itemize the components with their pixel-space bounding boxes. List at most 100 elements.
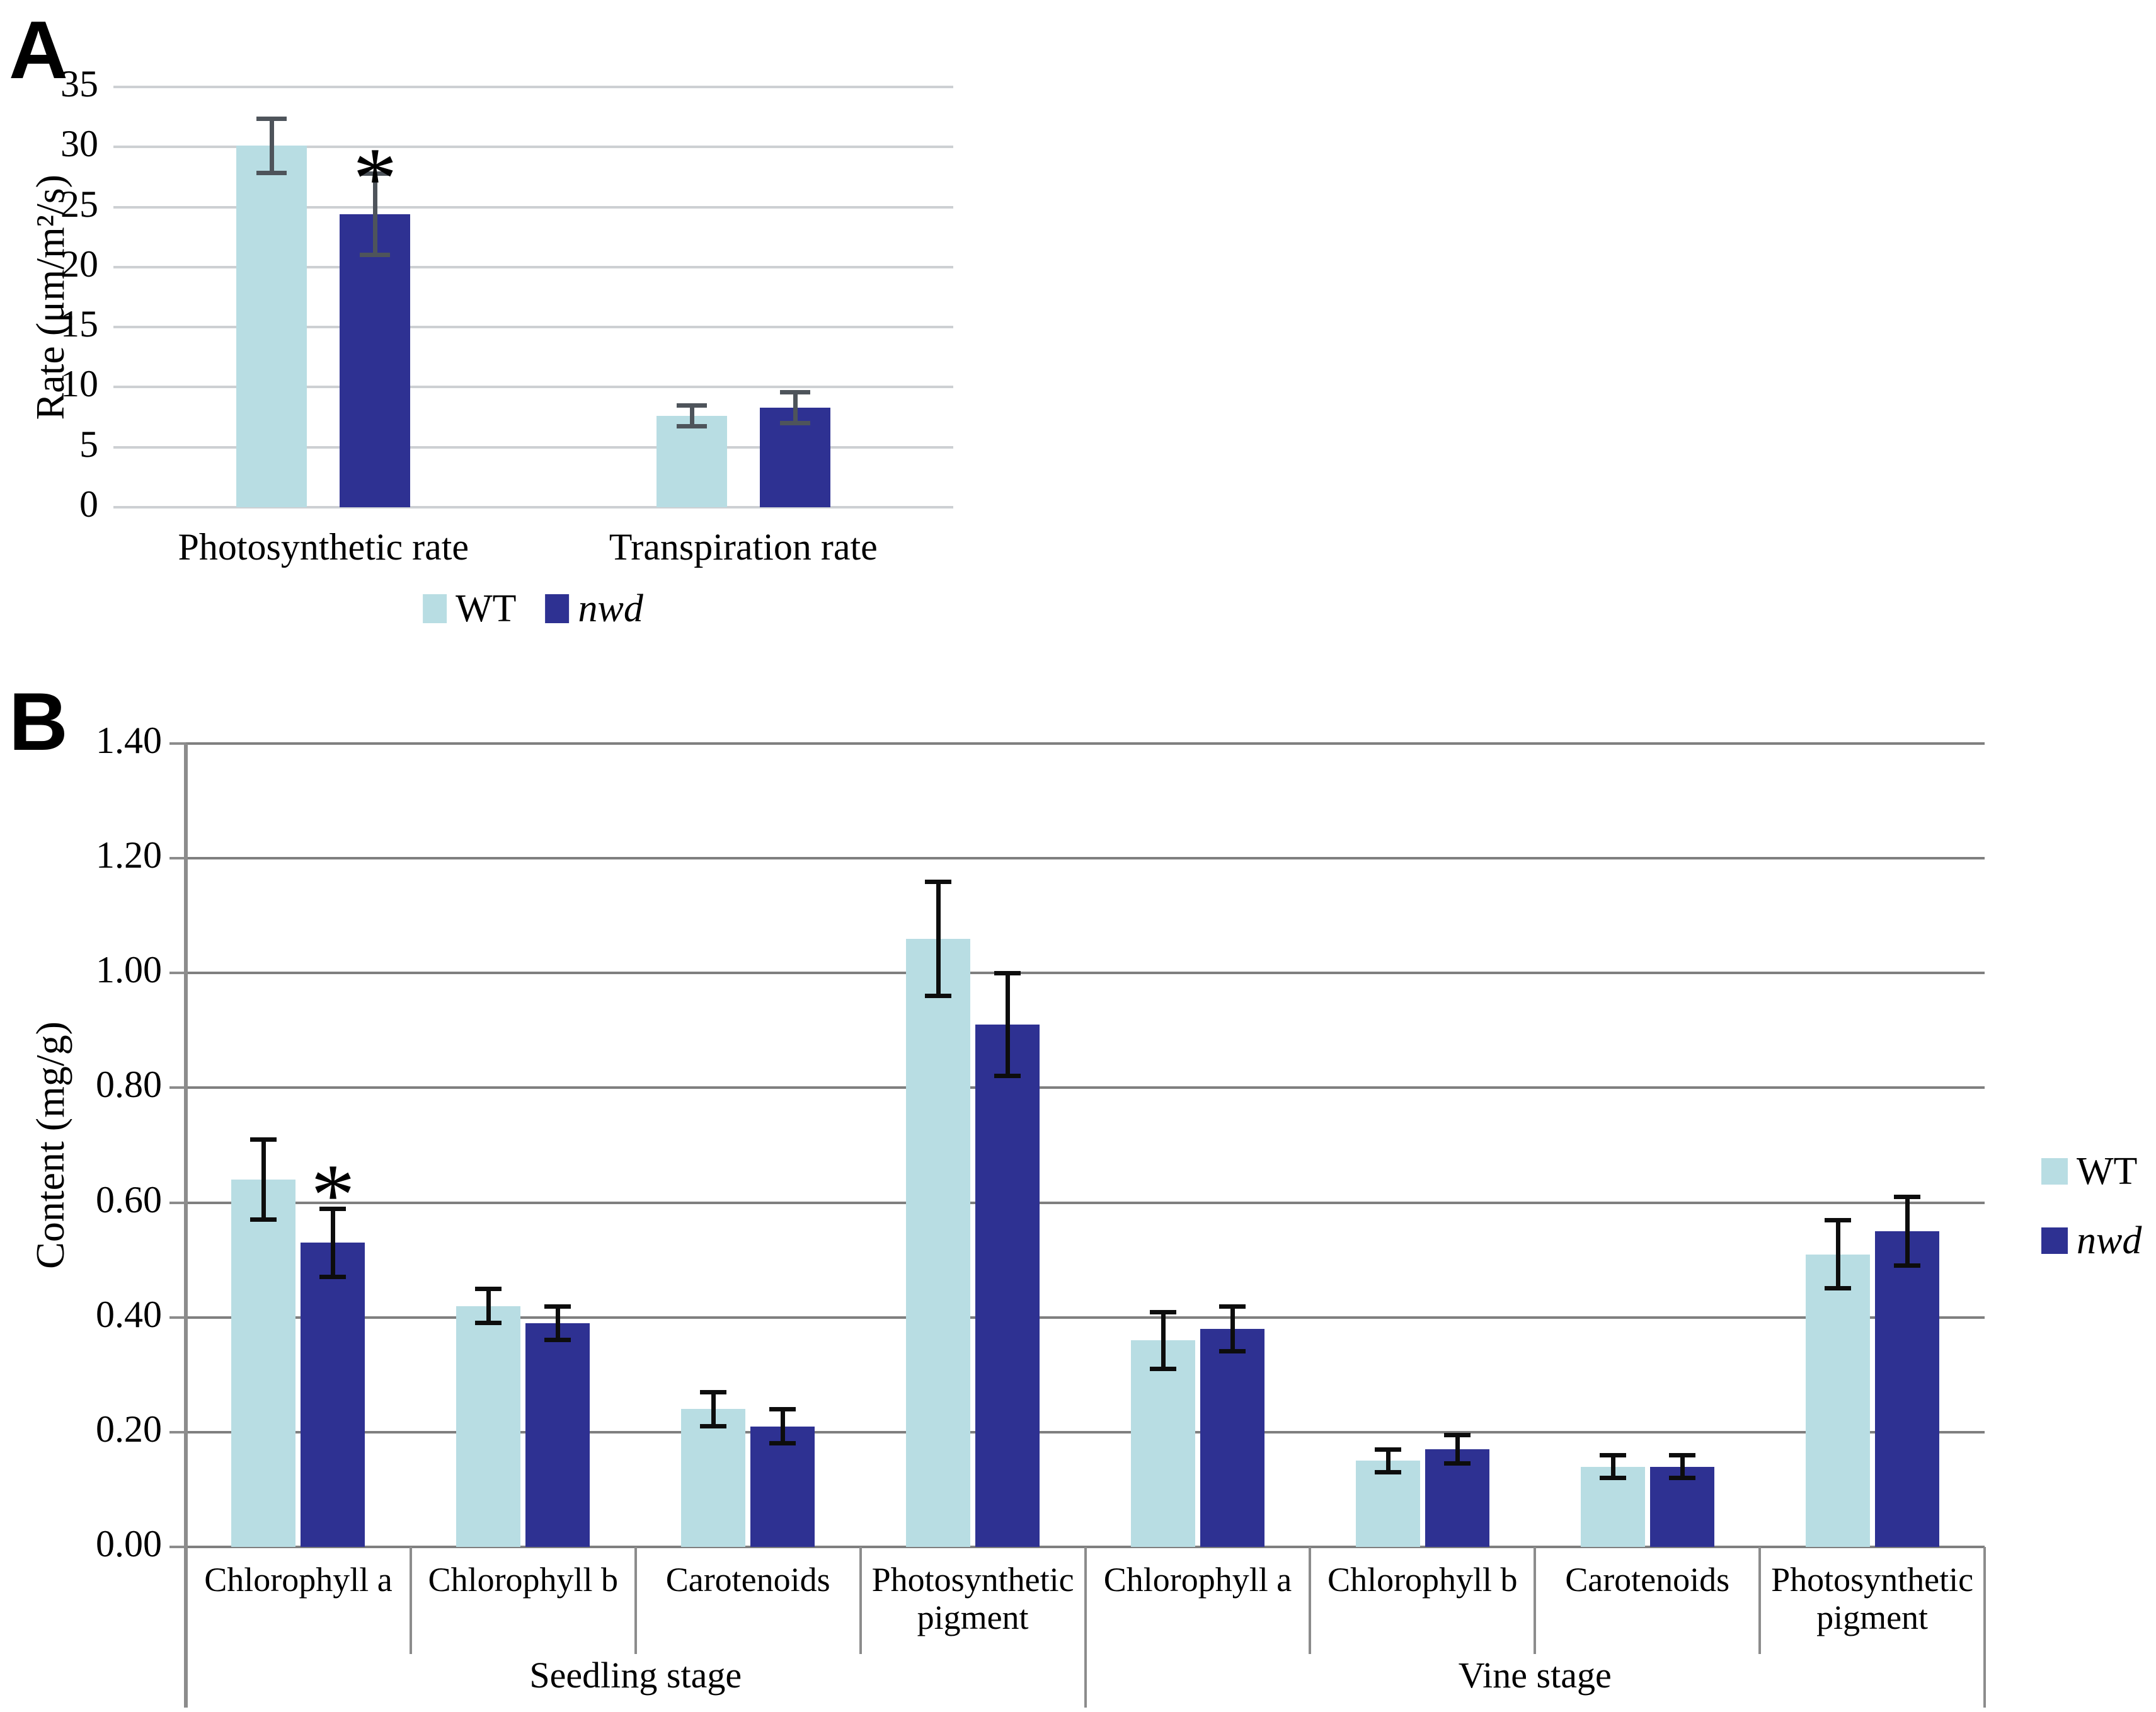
bar-nwd-0 [340,214,411,507]
gridline [186,1086,1985,1089]
panel-b-label: B [9,675,68,767]
error-bar-cap-bottom [475,1320,502,1325]
bar-nwd-3 [975,1025,1040,1547]
category-divider [634,1547,637,1654]
y-tick-mark [169,742,186,745]
legend-swatch-wt [423,594,447,623]
error-bar-cap-top [1668,1453,1695,1458]
error-bar-cap-bottom [1443,1461,1471,1466]
error-bar-line [689,405,694,427]
error-bar-cap-bottom [1374,1469,1401,1474]
bar-wt-7 [1805,1254,1870,1547]
gridline [113,86,953,88]
gridline [113,506,953,508]
legend-item-nwd: nwd [545,589,643,628]
x-category-label: Chlorophyll a [1103,1561,1292,1599]
y-tick-mark [169,1316,186,1319]
error-bar-cap-top [250,1137,277,1142]
error-bar-cap-bottom [1824,1286,1851,1291]
stage-label: Seedling stage [529,1655,742,1696]
error-bar-cap-top [319,1206,347,1211]
error-bar-line [1385,1449,1391,1473]
significance-marker: * [353,130,398,228]
error-bar-cap-bottom [994,1074,1021,1079]
error-bar-cap-top [779,390,810,395]
error-bar-line [1161,1311,1166,1369]
y-tick-label: 20 [60,243,98,285]
error-bar-line [1610,1455,1615,1478]
error-bar-cap-bottom [779,420,810,425]
y-axis-title-text: Content (mg/g) [28,1021,72,1269]
error-bar-cap-top [1893,1195,1920,1200]
error-bar-cap-top [676,403,707,408]
gridline [186,857,1985,860]
x-category-label: Photosynthetic pigment [871,1561,1074,1637]
panel-a-chart: 0 5 10 15 20 25 30 35 * Photosynthetic rate Transp… [0,0,2156,674]
legend-label-wt: WT [456,587,517,630]
bar-wt-0 [231,1180,296,1547]
bar-wt-5 [1355,1461,1420,1547]
legend: WT nwd [423,589,643,628]
significance-marker: * [311,1146,355,1244]
y-tick-label: 1.00 [96,949,162,991]
error-bar-cap-bottom [1149,1366,1176,1371]
error-bar-cap-top [1443,1433,1471,1438]
legend-item-wt: WT [2041,1152,2142,1191]
error-bar-line [1230,1306,1235,1352]
bar-wt-1 [656,416,727,507]
error-bar-cap-bottom [769,1441,796,1446]
gridline [186,1316,1985,1319]
gridline [186,742,1985,745]
bar-nwd-0 [301,1243,365,1547]
x-category-label: Chlorophyll b [428,1561,619,1599]
gridline [113,386,953,389]
error-bar-cap-top [769,1407,796,1412]
y-tick-label: 0.00 [96,1523,162,1565]
error-bar-cap-bottom [700,1423,727,1428]
error-bar-cap-bottom [1668,1475,1695,1480]
error-bar-cap-top [544,1304,571,1309]
error-bar-cap-top [475,1287,502,1292]
gridline [113,205,953,209]
error-bar-line [711,1392,716,1427]
gridline [186,1201,1985,1204]
category-divider [1534,1547,1537,1654]
legend-item-wt: WT [423,587,517,630]
error-bar-cap-top [256,116,287,121]
error-bar-line [373,173,378,255]
gridline [113,326,953,329]
error-bar-cap-bottom [544,1338,571,1343]
error-bar-cap-bottom [360,252,391,257]
error-bar-cap-bottom [256,171,287,176]
error-bar-cap-top [360,171,391,176]
y-tick-label: 25 [60,183,98,225]
y-tick-label: 0.80 [96,1064,162,1106]
gridline [186,972,1985,975]
error-bar-cap-bottom [319,1274,347,1279]
x-category-label: Chlorophyll b [1327,1561,1518,1599]
stage-divider [185,1547,187,1708]
bar-wt-3 [906,938,971,1547]
bar-wt-0 [236,146,307,507]
x-category-label: Photosynthetic pigment [1771,1561,1974,1637]
y-tick-label: 1.20 [96,834,162,876]
legend-swatch-nwd [545,594,570,623]
bar-nwd-2 [750,1426,815,1547]
error-bar-cap-bottom [676,424,707,429]
error-bar-line [556,1306,561,1341]
stage-divider [1084,1547,1087,1708]
error-bar-cap-top [1599,1453,1626,1458]
y-axis-title: Content (mg/g) [19,744,82,1547]
error-bar-cap-bottom [1893,1263,1920,1268]
error-bar-line [261,1139,267,1220]
error-bar-cap-bottom [925,993,952,998]
bar-nwd-6 [1649,1466,1714,1547]
error-bar-line [1680,1455,1685,1478]
gridline [113,265,953,268]
category-divider [859,1547,862,1654]
bar-nwd-4 [1200,1328,1264,1547]
error-bar-line [781,1409,786,1444]
error-bar-line [1455,1435,1460,1464]
bar-wt-6 [1580,1466,1645,1547]
